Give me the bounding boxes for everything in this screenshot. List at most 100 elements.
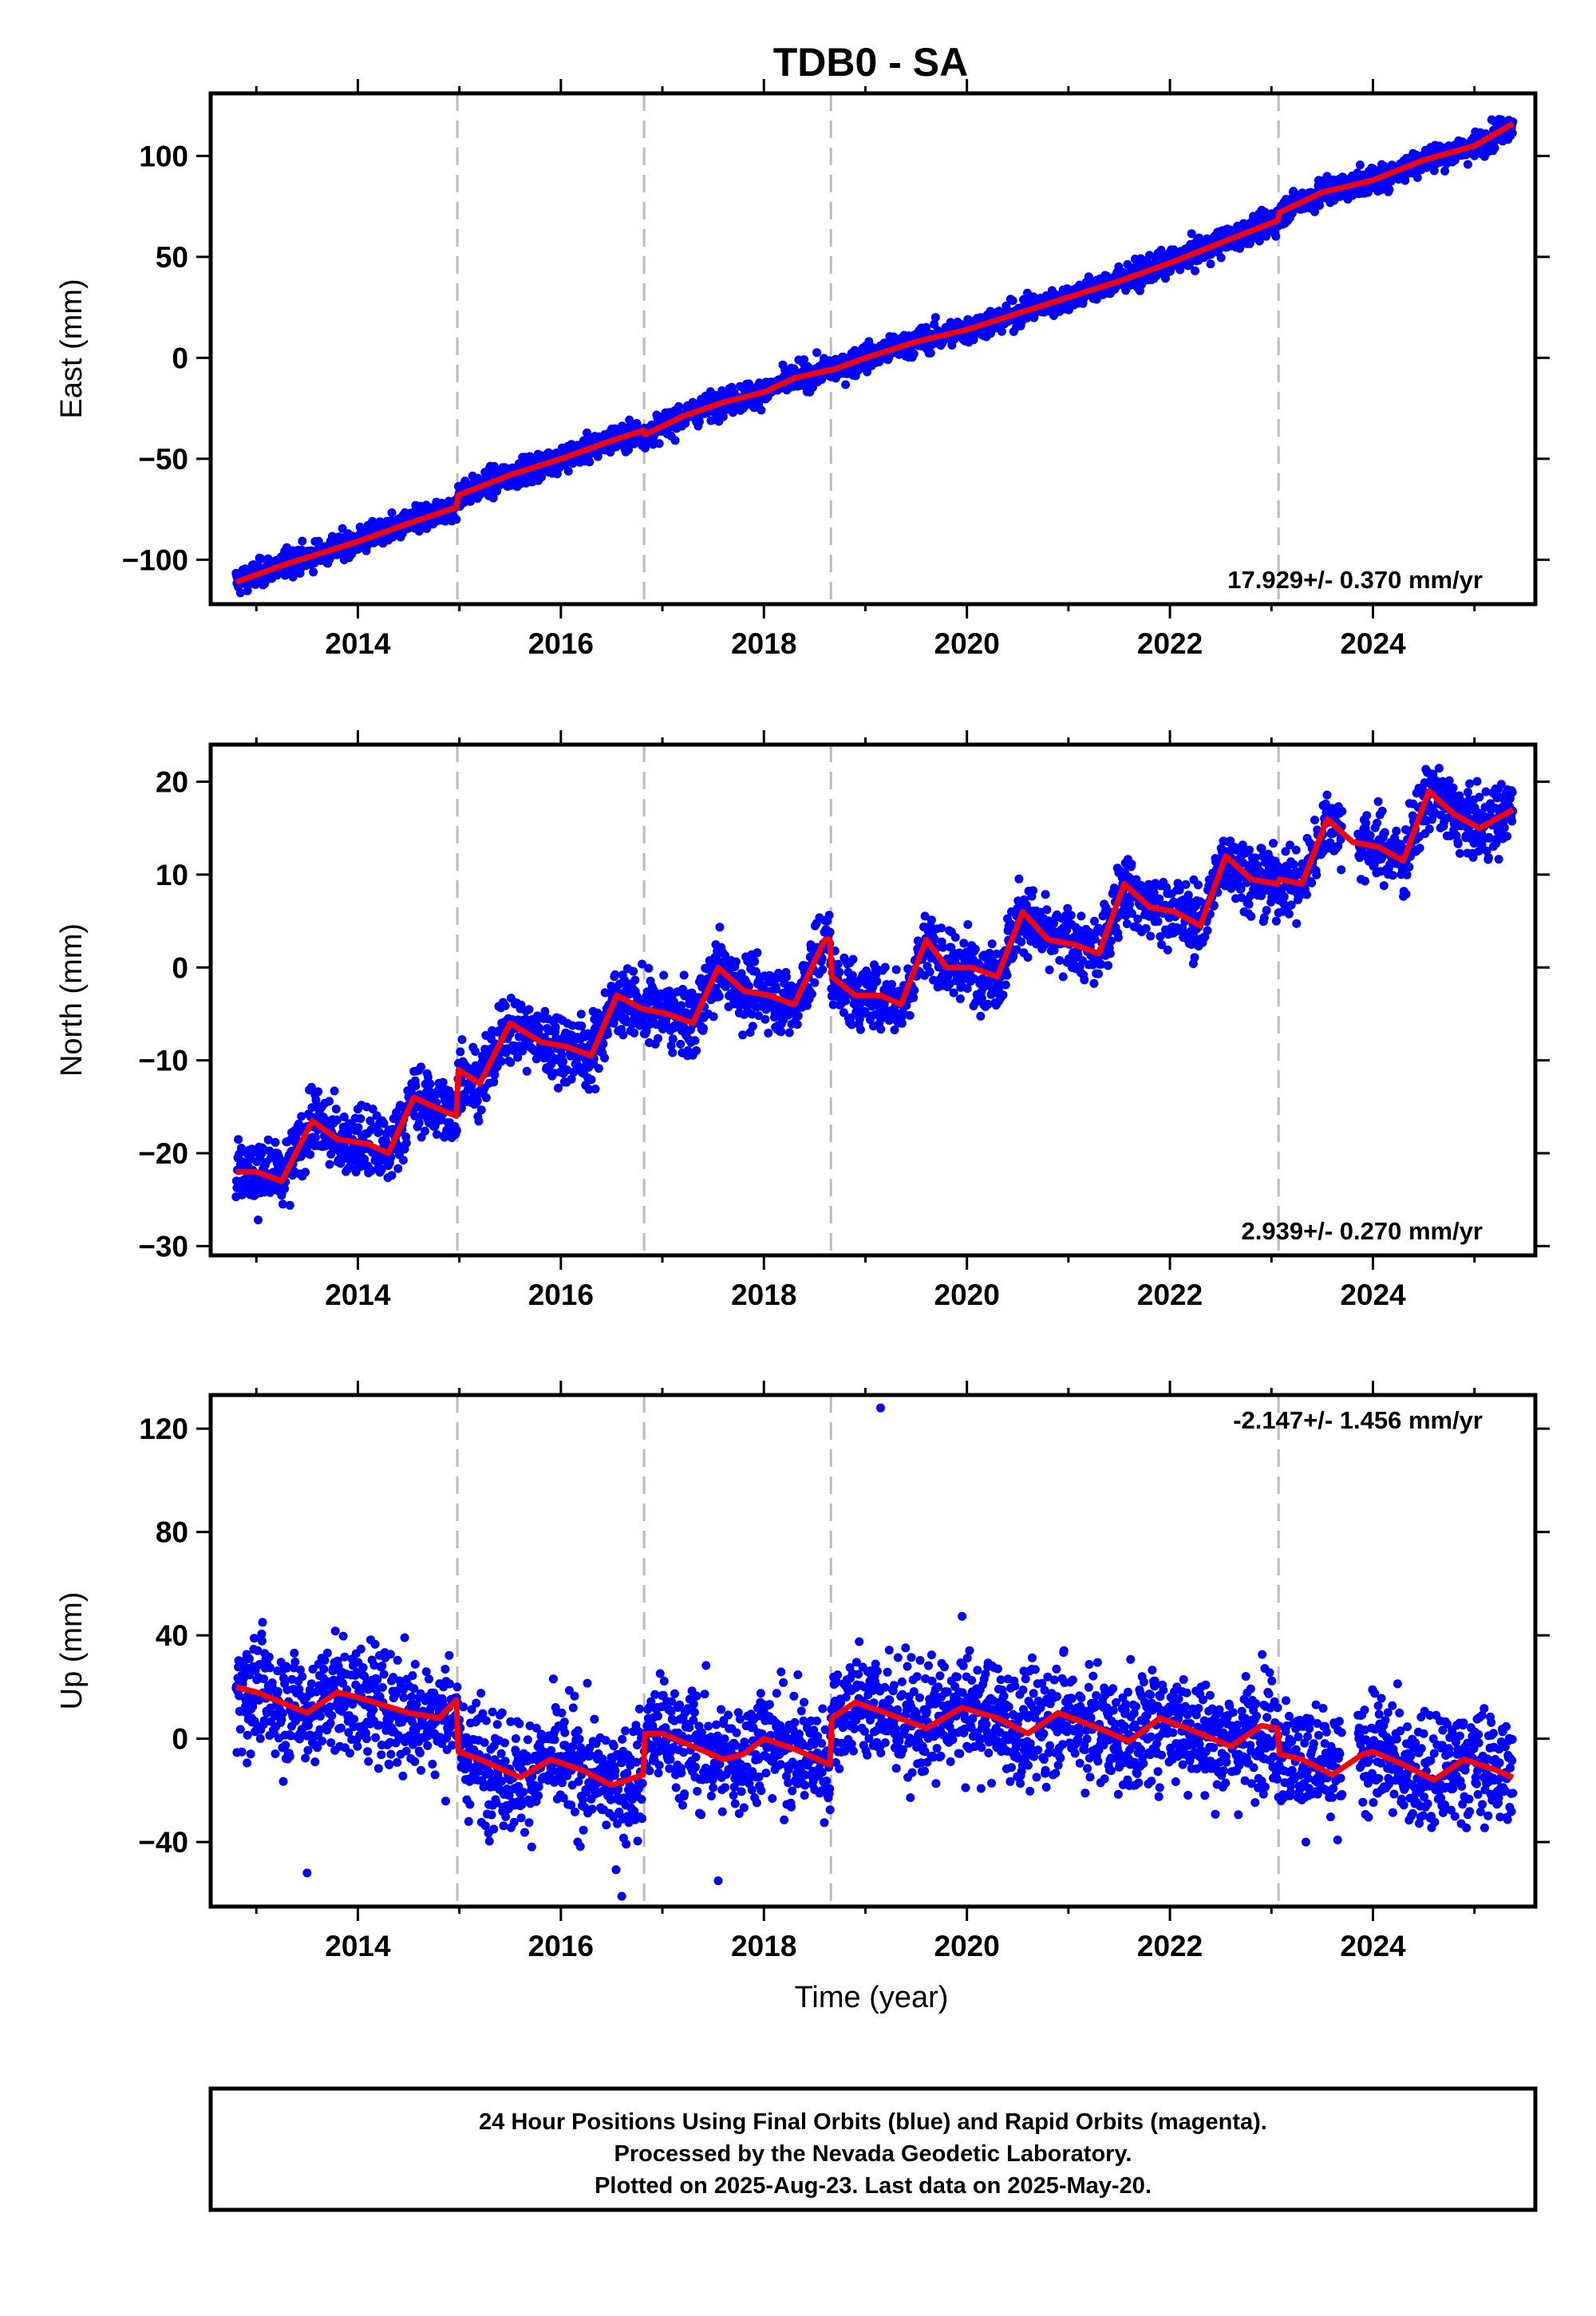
data-point (618, 1030, 628, 1040)
data-point (753, 948, 762, 958)
data-point (1080, 975, 1089, 985)
data-point (422, 524, 432, 533)
data-point (926, 348, 935, 358)
y-tick-label: −50 (138, 443, 188, 476)
data-point (959, 939, 969, 948)
data-point (1001, 980, 1010, 990)
data-point (401, 1138, 411, 1148)
data-point (374, 1127, 384, 1136)
data-point (301, 1168, 310, 1177)
data-point (670, 436, 680, 445)
data-point (654, 1034, 662, 1043)
data-point (855, 1025, 865, 1034)
data-point (1058, 972, 1068, 982)
data-point (1041, 890, 1050, 899)
data-point (1014, 874, 1024, 883)
data-point (298, 536, 307, 546)
data-point (714, 991, 724, 1001)
data-point (644, 963, 654, 973)
data-point (963, 920, 973, 929)
data-point (709, 1012, 718, 1022)
data-point (1077, 911, 1086, 921)
data-point (835, 967, 844, 977)
data-point (998, 990, 1008, 1000)
data-point (306, 1150, 315, 1160)
data-point (474, 1117, 484, 1126)
data-point (414, 1118, 424, 1128)
data-point (910, 986, 919, 995)
y-tick-label: 0 (172, 342, 188, 374)
data-point (506, 1057, 516, 1067)
data-point (610, 970, 620, 979)
data-point (782, 972, 791, 982)
data-point (591, 1085, 600, 1093)
y-tick-label: 100 (139, 140, 188, 172)
data-point (1066, 911, 1076, 920)
data-point (398, 1156, 408, 1165)
data-point (600, 1053, 610, 1063)
data-point (314, 536, 323, 546)
data-point (314, 1087, 323, 1097)
data-point (955, 994, 965, 1003)
data-point (909, 350, 918, 358)
data-point (750, 957, 760, 966)
data-point (891, 965, 901, 974)
x-tick-label: 2016 (528, 627, 594, 660)
data-point (243, 586, 252, 595)
data-point (1017, 937, 1026, 947)
data-point (1191, 266, 1200, 275)
data-point (456, 1047, 465, 1057)
data-point (540, 1006, 550, 1016)
data-point (970, 944, 980, 954)
data-point (997, 326, 1006, 336)
data-point (603, 1030, 612, 1039)
data-point (760, 1014, 770, 1024)
data-point (1385, 185, 1394, 194)
east-panel: 2014 2016 2018 2020 2022 2024−100−50050100Eas… (55, 79, 1550, 660)
data-point (476, 1105, 486, 1115)
data-point (1206, 259, 1215, 269)
data-point (848, 954, 858, 964)
data-point (488, 493, 498, 503)
data-point (824, 911, 834, 920)
data-point (576, 1010, 586, 1019)
data-point (784, 1028, 794, 1037)
data-point (1440, 166, 1450, 176)
data-point (1104, 961, 1113, 970)
data-point (331, 1105, 341, 1114)
east-rate-label: 17.929+/- 0.370 mm/yr (1227, 566, 1483, 594)
data-point (880, 962, 890, 972)
data-point (1271, 231, 1281, 241)
data-point (810, 978, 820, 987)
data-point (1315, 200, 1325, 210)
data-point (496, 1057, 506, 1066)
data-point (472, 1096, 482, 1105)
east-y-axis-label: East (mm) (55, 279, 89, 418)
data-point (524, 1005, 534, 1014)
data-point (792, 1020, 802, 1030)
data-point (289, 571, 298, 580)
data-point (325, 1097, 334, 1106)
data-point (776, 1027, 786, 1037)
data-point (1490, 143, 1499, 152)
data-point (587, 1075, 596, 1085)
data-point (285, 1200, 294, 1210)
data-point (1216, 253, 1226, 263)
data-point (1127, 860, 1136, 869)
data-point (695, 417, 704, 426)
data-point (624, 445, 633, 455)
data-point (681, 418, 690, 428)
data-point (909, 993, 918, 1002)
data-point (577, 1022, 587, 1031)
data-point (583, 428, 591, 437)
data-point (872, 977, 882, 986)
data-point (594, 1064, 603, 1073)
data-point (930, 313, 940, 322)
data-point (235, 588, 245, 598)
data-point (310, 1132, 320, 1142)
data-point (551, 1022, 560, 1032)
data-point (234, 1135, 243, 1144)
data-point (1042, 905, 1052, 915)
data-point (309, 567, 318, 577)
